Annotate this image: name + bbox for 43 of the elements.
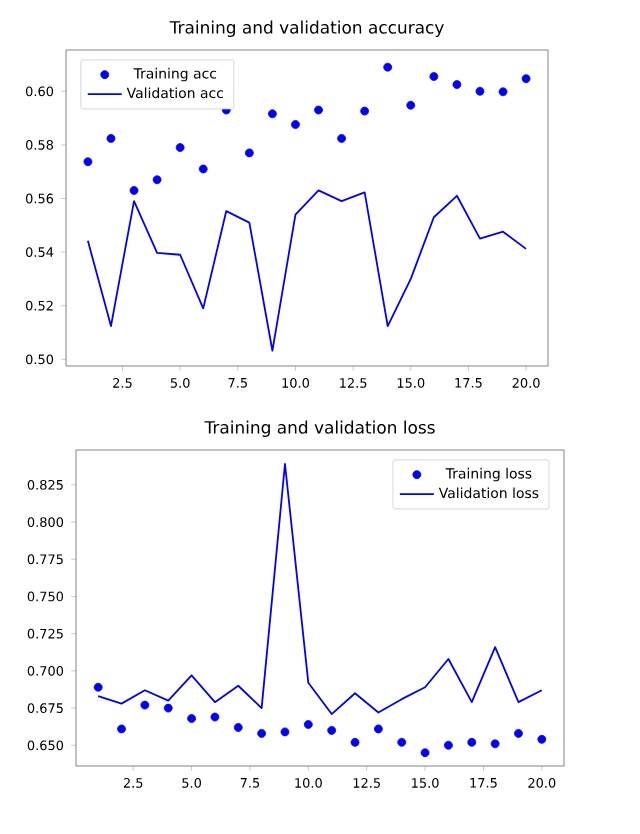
point <box>350 737 360 747</box>
point <box>397 737 407 747</box>
point <box>521 74 531 84</box>
point <box>337 134 346 143</box>
point <box>244 148 254 158</box>
point <box>117 724 126 734</box>
point <box>280 727 290 737</box>
point <box>383 62 393 72</box>
point <box>129 186 139 195</box>
point <box>498 87 508 97</box>
point <box>467 737 477 747</box>
point <box>373 724 383 734</box>
point <box>140 700 150 710</box>
point <box>233 723 243 732</box>
point <box>314 105 323 115</box>
point <box>210 712 220 722</box>
point <box>268 109 277 119</box>
point <box>327 726 337 735</box>
point <box>452 80 462 89</box>
point <box>83 157 93 167</box>
point <box>152 175 162 185</box>
chart-title: Training and validation accuracy <box>169 20 444 38</box>
point <box>514 729 523 738</box>
point <box>406 100 416 110</box>
point <box>537 734 547 744</box>
point <box>198 164 208 174</box>
point <box>420 748 430 758</box>
point <box>303 720 313 729</box>
chart-title: Training and validation loss <box>204 420 435 438</box>
point <box>429 72 439 81</box>
point <box>93 682 103 692</box>
point <box>291 120 300 129</box>
point <box>106 134 116 143</box>
point <box>490 739 500 749</box>
point <box>187 714 196 723</box>
line-series <box>97 463 543 715</box>
point <box>360 106 370 116</box>
point <box>175 143 185 152</box>
point <box>444 740 453 750</box>
point <box>257 729 267 738</box>
line-series <box>87 189 527 352</box>
point <box>475 86 485 96</box>
point <box>163 703 173 713</box>
